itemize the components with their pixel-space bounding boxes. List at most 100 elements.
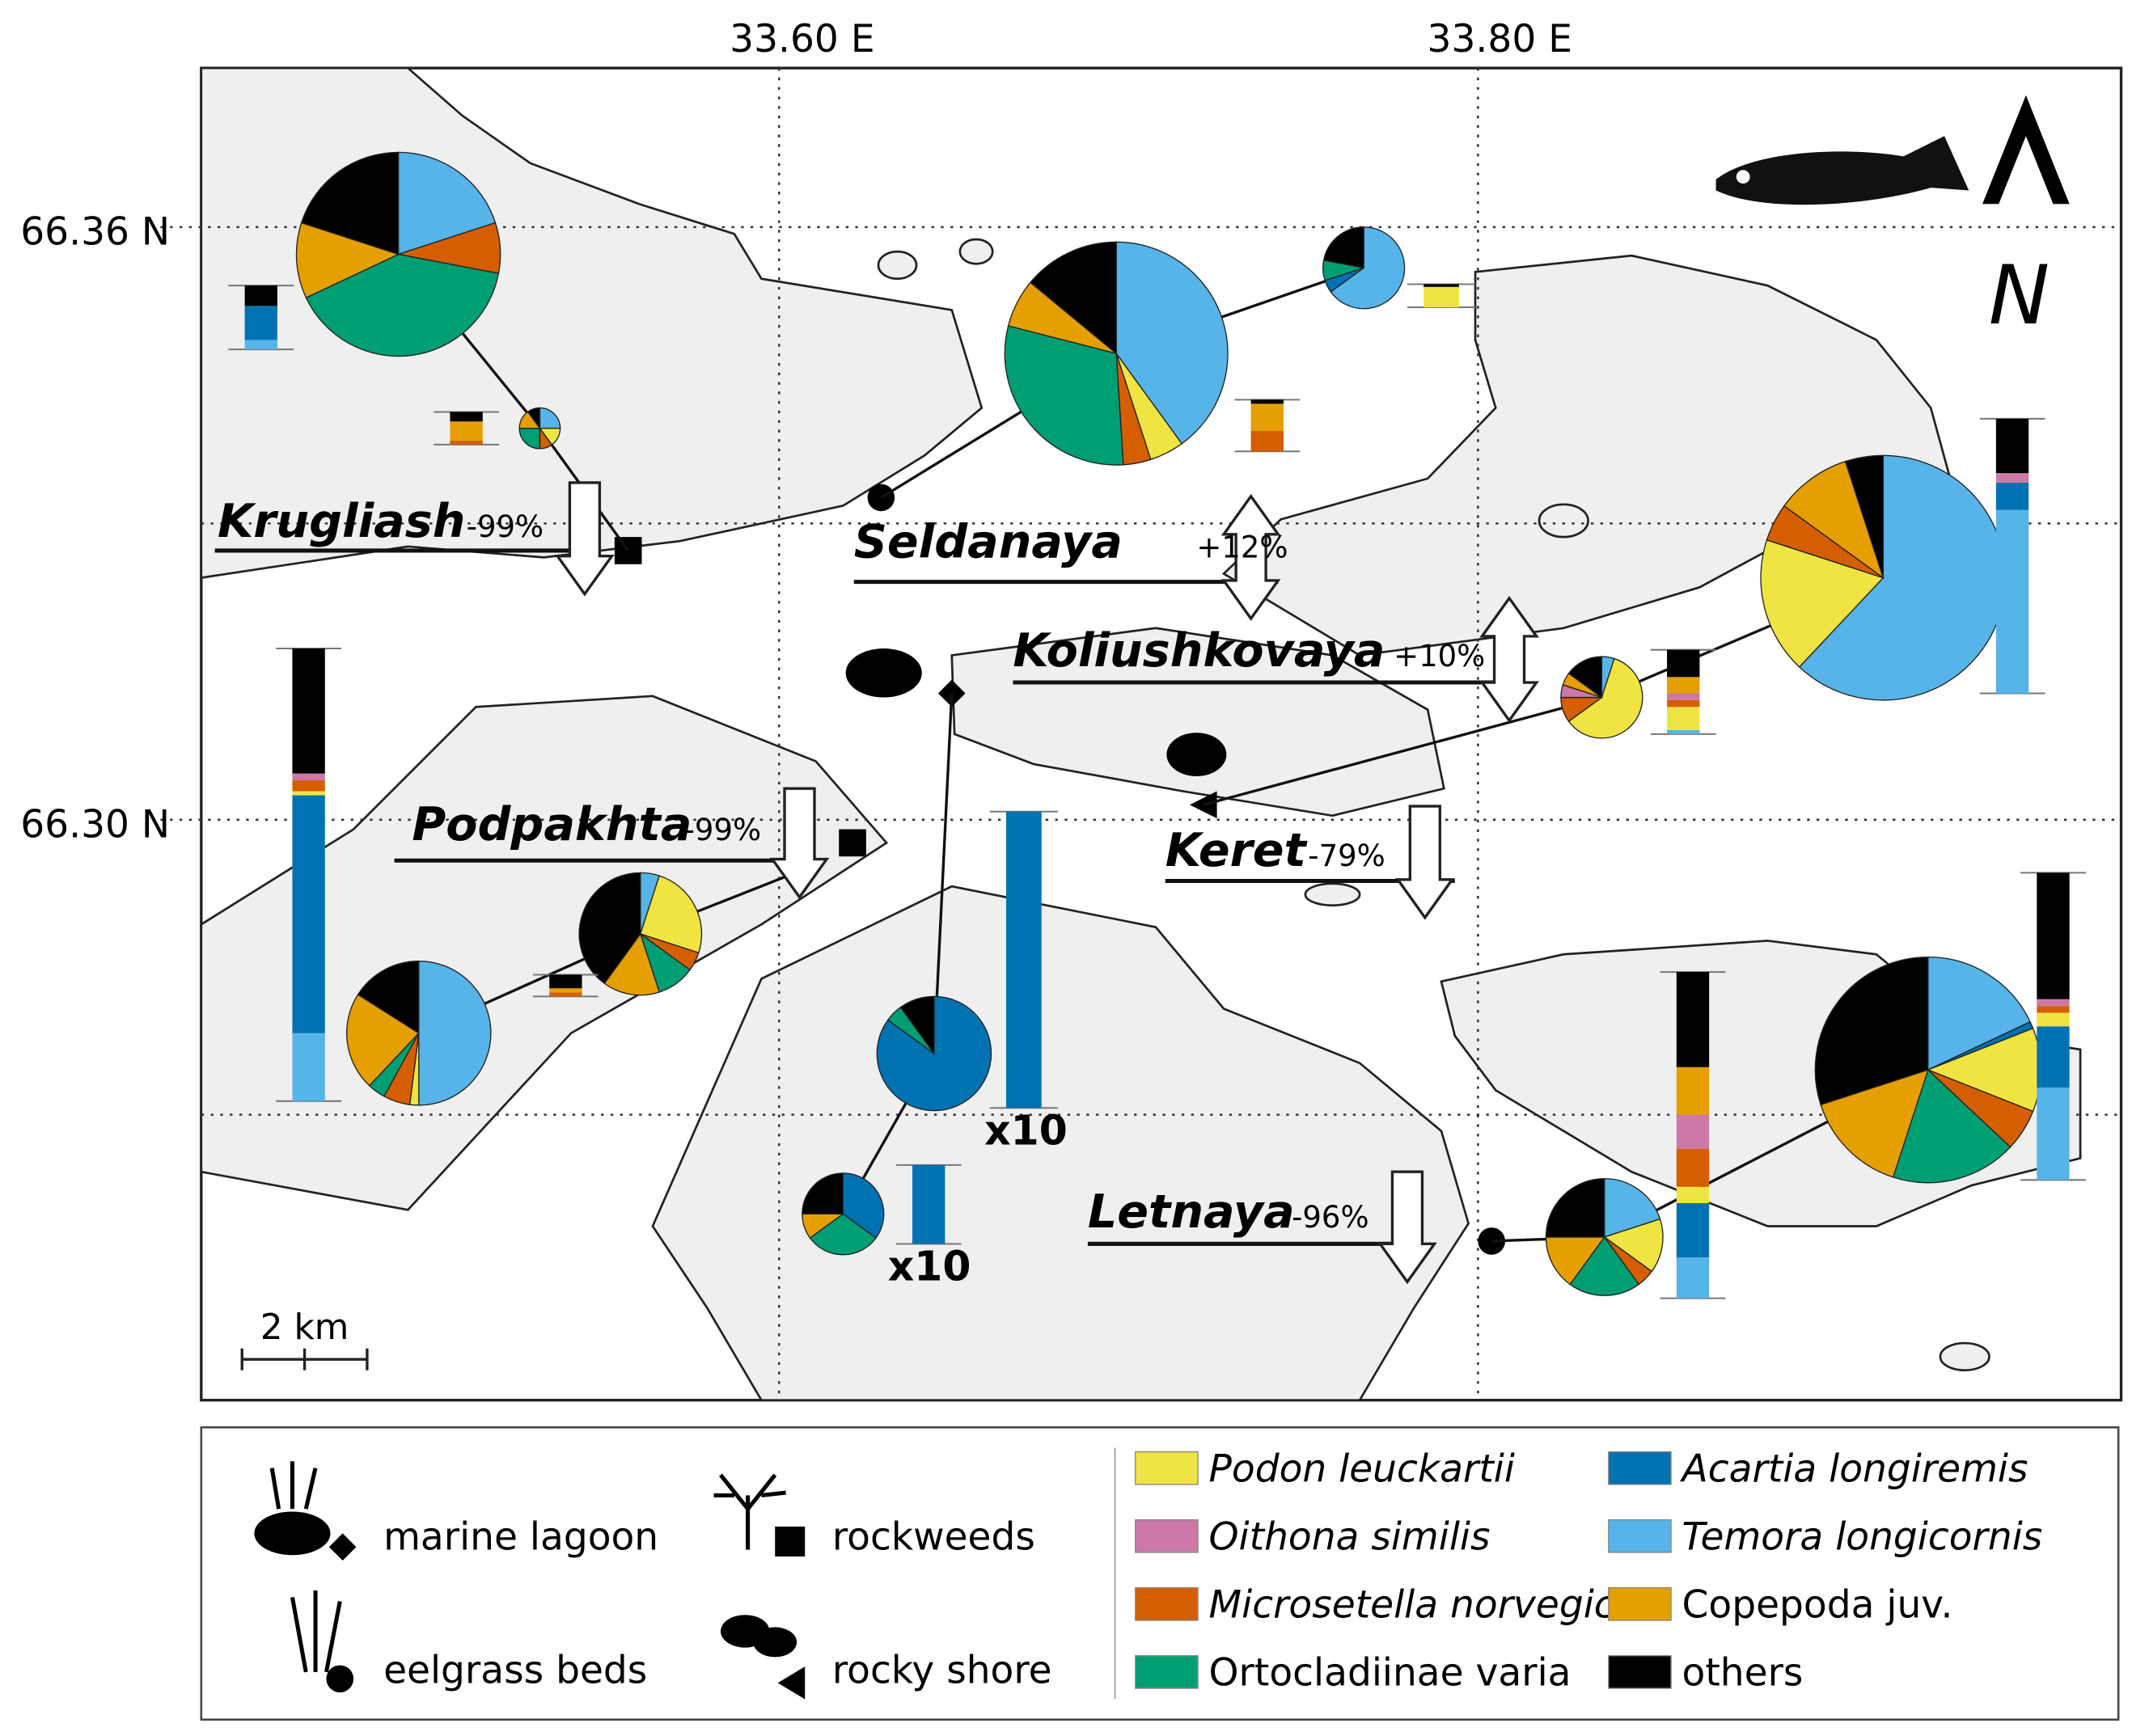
- islet: [1304, 882, 1361, 907]
- bar-segment: [1995, 509, 2029, 694]
- site-name: Seldanaya: [854, 515, 1123, 568]
- legend-swatch: [1135, 1451, 1199, 1485]
- site-name: Keret: [1165, 824, 1309, 877]
- bar-segment: [2037, 1088, 2070, 1181]
- lat-label: 66.36 N: [20, 210, 170, 255]
- lon-label: 33.60 E: [730, 17, 874, 61]
- bar-segment: [2037, 999, 2070, 1007]
- site-name: Koliushkovaya: [1013, 624, 1385, 678]
- bar-segment: [244, 285, 277, 306]
- pie-slice: [639, 875, 703, 954]
- bar-segment: [912, 1164, 945, 1244]
- bar-segment: [1676, 1148, 1710, 1187]
- legend-label: Copepoda juv.: [1682, 1583, 1953, 1628]
- bar-segment: [1667, 729, 1700, 734]
- pie-slice: [842, 1172, 885, 1239]
- pie-slice: [1330, 226, 1406, 310]
- bar-segment: [1676, 1257, 1710, 1299]
- pie-slice: [1820, 1069, 1929, 1178]
- bar-segment: [1667, 699, 1700, 707]
- bar-segment: [292, 791, 325, 796]
- habitat-label: marine lagoon: [383, 1515, 658, 1560]
- site-change: +10%: [1394, 639, 1485, 674]
- pie-slice: [1603, 1218, 1664, 1273]
- bar-segment: [292, 795, 325, 1033]
- fish-icon: [1715, 136, 1969, 205]
- bar-segment: [450, 421, 483, 441]
- legend-label: Oithona similis: [1209, 1515, 1491, 1560]
- bar-segment: [1250, 431, 1284, 452]
- pie-slice: [802, 1172, 844, 1215]
- north-arrow: [1982, 95, 2070, 205]
- pie-slice: [418, 960, 492, 1106]
- marks: Krugliash -99% Seldanaya +12%Koliushkovaya +…: [214, 151, 2086, 1299]
- legend-swatch: [1608, 1451, 1672, 1485]
- bar-segment: [1995, 482, 2029, 510]
- bar-segment: [1667, 649, 1700, 678]
- legend-swatch: [1135, 1586, 1199, 1621]
- pie-slice: [539, 407, 561, 429]
- legend-swatch: [1135, 1655, 1199, 1689]
- bar-segment: [2037, 1012, 2070, 1027]
- bar-segment: [1676, 1114, 1710, 1149]
- bar-segment: [2037, 1026, 2070, 1088]
- bar-segment: [244, 306, 277, 340]
- legend-label: Podon leuckartii: [1209, 1447, 1515, 1492]
- pie-slice: [397, 151, 497, 256]
- bar-segment: [1250, 403, 1284, 432]
- change-arrow: [1220, 493, 1281, 621]
- bar-segment: [1667, 693, 1700, 700]
- islet: [958, 238, 994, 265]
- pie-slice: [1030, 241, 1117, 355]
- multiplier-label: x10: [888, 1243, 971, 1290]
- land: [651, 885, 1470, 1402]
- pie-slice: [1115, 241, 1229, 445]
- site-name: Letnaya: [1088, 1185, 1295, 1239]
- bar-segment: [1423, 286, 1459, 308]
- legend-label: Acartia longiremis: [1680, 1447, 2028, 1492]
- bar-segment: [450, 440, 483, 445]
- pie-slice: [295, 222, 400, 299]
- bar-segment: [292, 648, 325, 774]
- bar-segment: [1676, 1186, 1710, 1203]
- connector: [933, 693, 954, 1054]
- pie-slice: [899, 995, 935, 1056]
- pie-slice: [603, 932, 661, 996]
- bar-segment: [1995, 418, 2029, 474]
- legend-swatch: [1608, 1655, 1672, 1689]
- bar-segment: [450, 412, 483, 422]
- lat-label: 66.30 N: [20, 803, 170, 847]
- islet: [1538, 503, 1589, 539]
- legend-swatch: [1135, 1518, 1199, 1553]
- pie-slice: [1604, 1177, 1661, 1238]
- bar-segment: [1006, 811, 1042, 1109]
- pie-slice: [357, 960, 420, 1034]
- bar-segment: [1423, 284, 1459, 287]
- bar-segment: [292, 780, 325, 792]
- pie-slice: [1783, 460, 1885, 580]
- connector: [1203, 695, 1602, 806]
- pie-slice: [346, 994, 420, 1087]
- habitat-label: rocky shore: [832, 1648, 1052, 1692]
- bar-segment: [549, 992, 582, 997]
- lon-label: 33.80 E: [1428, 17, 1572, 61]
- bar-segment: [1676, 972, 1710, 1067]
- bar-segment: [2037, 1006, 2070, 1013]
- pie-slice: [1760, 539, 1885, 668]
- site-change: +12%: [1196, 530, 1288, 564]
- bar-segment: [292, 773, 325, 781]
- multiplier-label: x10: [984, 1107, 1068, 1155]
- pie-slice: [300, 151, 400, 256]
- site-change: -79%: [1308, 838, 1385, 873]
- change-arrow: [769, 787, 830, 900]
- scale-label: 2 km: [260, 1307, 349, 1348]
- bar-segment: [1667, 707, 1700, 730]
- legend: marine lagoon eelgrass beds rockweeds ro…: [200, 1426, 2120, 1721]
- islet: [1939, 1341, 1990, 1372]
- bar-segment: [292, 1033, 325, 1101]
- legend-label: Temora longicornis: [1682, 1515, 2043, 1560]
- pie-slice: [527, 407, 541, 430]
- bar-segment: [1667, 677, 1700, 694]
- land: [1221, 254, 1962, 657]
